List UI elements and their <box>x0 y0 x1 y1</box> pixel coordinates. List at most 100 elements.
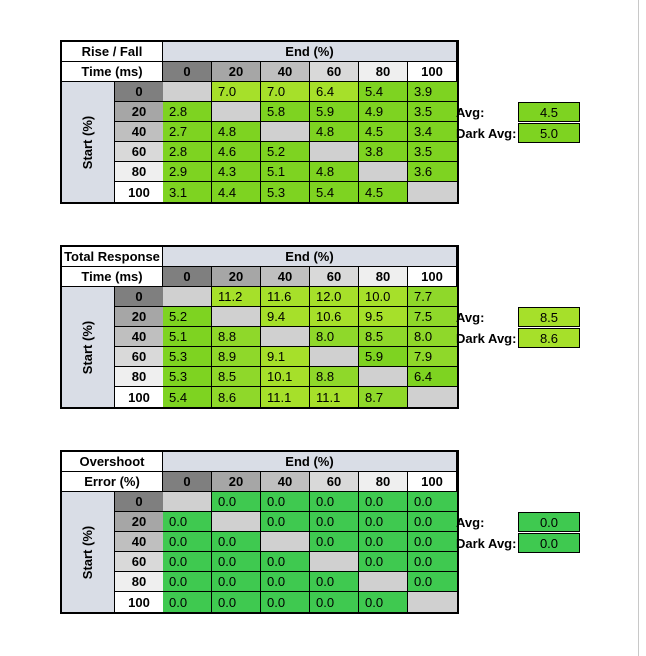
data-cell: 0.0 <box>212 532 261 552</box>
data-cell: 5.9 <box>359 347 408 367</box>
data-cell: 8.0 <box>408 327 457 347</box>
table-title-line-2: Time (ms) <box>62 267 163 287</box>
column-header: 80 <box>359 472 408 492</box>
data-cell: 5.3 <box>163 367 212 387</box>
row-header: 80 <box>115 162 163 182</box>
data-cell: 0.0 <box>408 512 457 532</box>
avg-value: 0.0 <box>518 512 580 532</box>
data-cell: 11.1 <box>310 387 359 407</box>
data-cell: 8.9 <box>212 347 261 367</box>
data-cell: 0.0 <box>163 552 212 572</box>
end-header: End (%) <box>163 452 457 472</box>
data-cell: 6.4 <box>408 367 457 387</box>
column-header: 20 <box>212 472 261 492</box>
response-table-3: Overshoot Error (%) End (%) 0 20 40 60 80 100 Sta… <box>60 450 580 614</box>
data-cell: 11.2 <box>212 287 261 307</box>
diagonal-empty-cell <box>408 387 457 407</box>
data-cell: 5.1 <box>163 327 212 347</box>
data-cell: 4.8 <box>212 122 261 142</box>
data-cell: 9.1 <box>261 347 310 367</box>
data-cell: 0.0 <box>310 512 359 532</box>
row-header: 100 <box>115 182 163 202</box>
data-cell: 8.8 <box>310 367 359 387</box>
diagonal-empty-cell <box>359 572 408 592</box>
data-cell: 0.0 <box>212 552 261 572</box>
column-header: 80 <box>359 267 408 287</box>
data-cell: 3.5 <box>408 142 457 162</box>
dark-avg-row: Dark Avg: 0.0 <box>456 533 580 553</box>
data-cell: 0.0 <box>261 552 310 572</box>
row-header: 40 <box>115 327 163 347</box>
data-cell: 0.0 <box>163 592 212 612</box>
data-cell: 0.0 <box>310 572 359 592</box>
start-axis-label: Start (%) <box>80 320 96 374</box>
data-cell: 7.9 <box>408 347 457 367</box>
column-header: 0 <box>163 472 212 492</box>
data-cell: 4.5 <box>359 182 408 202</box>
data-cell: 0.0 <box>359 592 408 612</box>
data-cell: 4.9 <box>359 102 408 122</box>
data-cell: 7.7 <box>408 287 457 307</box>
data-cell: 7.0 <box>212 82 261 102</box>
end-header: End (%) <box>163 247 457 267</box>
diagonal-empty-cell <box>261 327 310 347</box>
data-cell: 0.0 <box>359 552 408 572</box>
start-row-header: Start (%) 0 20 40 60 80 100 <box>62 492 163 612</box>
row-header: 80 <box>115 367 163 387</box>
data-cell: 9.4 <box>261 307 310 327</box>
column-header: 60 <box>310 472 359 492</box>
table-title-line-2: Error (%) <box>62 472 163 492</box>
diagonal-empty-cell <box>212 102 261 122</box>
data-cell: 0.0 <box>408 532 457 552</box>
diagonal-empty-cell <box>261 532 310 552</box>
data-cell: 0.0 <box>261 592 310 612</box>
data-cell: 3.4 <box>408 122 457 142</box>
avg-label: Avg: <box>456 104 485 120</box>
data-cell: 5.3 <box>261 182 310 202</box>
column-header: 20 <box>212 62 261 82</box>
column-header: 60 <box>310 62 359 82</box>
row-header: 20 <box>115 512 163 532</box>
diagonal-empty-cell <box>310 142 359 162</box>
data-cell: 0.0 <box>163 532 212 552</box>
dark-avg-row: Dark Avg: 5.0 <box>456 123 580 143</box>
data-cell: 6.4 <box>310 82 359 102</box>
data-cell: 0.0 <box>408 552 457 572</box>
avg-label: Avg: <box>456 514 485 530</box>
data-cell: 4.5 <box>359 122 408 142</box>
data-cell: 4.8 <box>310 122 359 142</box>
data-cell: 0.0 <box>212 492 261 512</box>
row-header: 80 <box>115 572 163 592</box>
column-divider <box>638 0 639 656</box>
data-cell: 0.0 <box>261 512 310 532</box>
data-cell: 7.0 <box>261 82 310 102</box>
row-header: 100 <box>115 592 163 612</box>
data-cell: 10.6 <box>310 307 359 327</box>
data-cell: 3.6 <box>408 162 457 182</box>
start-axis-label: Start (%) <box>80 525 96 579</box>
response-table-1: Rise / Fall Time (ms) End (%) 0 20 40 60 80 100 S… <box>60 40 580 204</box>
data-cell: 5.4 <box>163 387 212 407</box>
data-cell: 0.0 <box>310 532 359 552</box>
row-header: 20 <box>115 102 163 122</box>
diagonal-empty-cell <box>408 592 457 612</box>
data-cell: 8.0 <box>310 327 359 347</box>
data-cell: 9.5 <box>359 307 408 327</box>
dark-avg-label: Dark Avg: <box>456 125 517 141</box>
column-header: 100 <box>408 472 457 492</box>
dark-avg-value: 0.0 <box>518 533 580 553</box>
column-header: 40 <box>261 267 310 287</box>
data-cell: 10.1 <box>261 367 310 387</box>
data-cell: 4.6 <box>212 142 261 162</box>
diagonal-empty-cell <box>408 182 457 202</box>
data-cell: 5.8 <box>261 102 310 122</box>
column-header: 80 <box>359 62 408 82</box>
table-grid: Total Response Time (ms) End (%) 0 20 40 60 80 1… <box>60 245 459 409</box>
diagonal-empty-cell <box>310 347 359 367</box>
row-header: 60 <box>115 347 163 367</box>
dark-avg-label: Dark Avg: <box>456 535 517 551</box>
data-cell: 8.5 <box>212 367 261 387</box>
column-header: 20 <box>212 267 261 287</box>
diagonal-empty-cell <box>359 162 408 182</box>
column-header: 0 <box>163 267 212 287</box>
